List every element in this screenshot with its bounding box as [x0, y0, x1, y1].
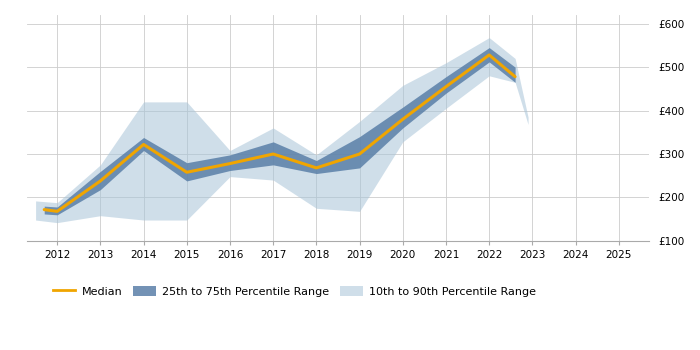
Legend: Median, 25th to 75th Percentile Range, 10th to 90th Percentile Range: Median, 25th to 75th Percentile Range, 1…	[49, 282, 540, 300]
